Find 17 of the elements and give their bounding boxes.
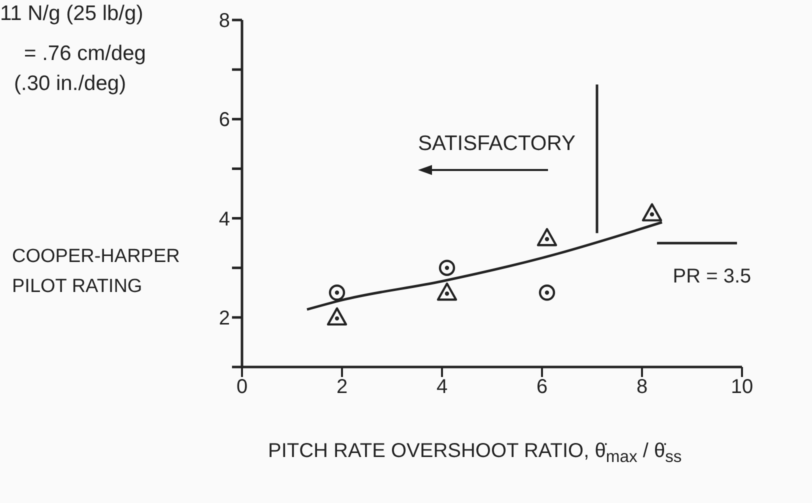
y-axis-title: COOPER-HARPER PILOT RATING (12, 245, 181, 299)
annotation: SATISFACTORY (418, 132, 576, 156)
x-tick-label: 0 (236, 376, 248, 398)
x-tick-label: 2 (336, 376, 348, 398)
y-tick-label: 6 (218, 109, 230, 132)
annotation: PR = 3.5 (672, 265, 752, 288)
y-tick-label: 2 (218, 308, 230, 330)
x-tick-label: 8 (636, 376, 648, 398)
x-tick-label: 6 (536, 376, 548, 398)
text: (.30 in./deg) (14, 72, 126, 96)
y-tick-label: 8 (218, 10, 230, 32)
text: 11 N/g (25 lb/g) (0, 2, 144, 26)
x-tick-label: 10 (730, 376, 754, 398)
x-tick-label: 4 (436, 376, 448, 398)
y-tick-label: 4 (218, 208, 230, 230)
text: = .76 cm/deg (24, 42, 146, 66)
x-axis-title: PITCH RATE OVERSHOOT RATIO, θ̇$_{max}$ / θ̇$_{ss}$ (268, 440, 682, 467)
